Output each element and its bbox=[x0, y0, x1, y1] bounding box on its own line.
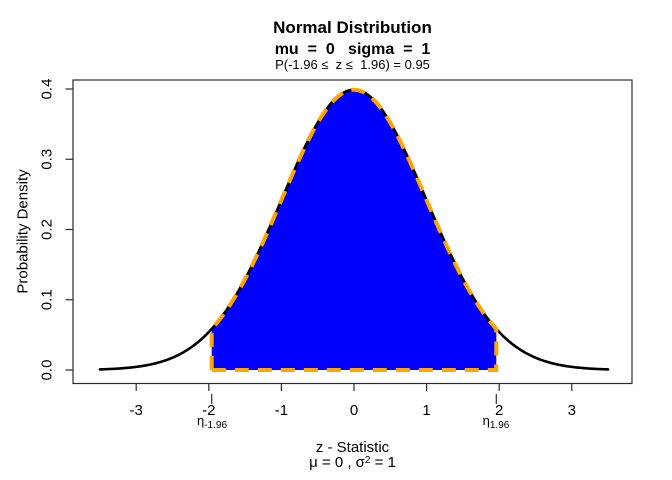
y-tick-label: 0.0 bbox=[39, 360, 56, 381]
y-tick-label: 0.1 bbox=[39, 289, 56, 310]
x-tick-label: 3 bbox=[568, 402, 576, 419]
y-tick-label: 0.2 bbox=[39, 219, 56, 240]
y-axis-title: Probability Density bbox=[14, 169, 32, 294]
eta-symbol: η bbox=[196, 413, 205, 428]
x-axis-subtitle-post: = 1 bbox=[370, 454, 396, 471]
shade-border-group bbox=[209, 87, 499, 372]
sigma-exponent: 2 bbox=[364, 455, 371, 466]
x-tick-label: -1 bbox=[275, 402, 288, 419]
x-axis-title: z - Statistic bbox=[315, 439, 390, 456]
chart-subtitle-parameters: mu = 0 sigma = 1 bbox=[274, 41, 431, 58]
chart-title: Normal Distribution bbox=[273, 18, 432, 37]
eta-label-lower: η-1.96 bbox=[182, 413, 242, 431]
x-tick-label: -3 bbox=[130, 402, 143, 419]
y-tick-label: 0.3 bbox=[39, 149, 56, 170]
x-tick-label: 1 bbox=[422, 402, 430, 419]
x-axis-subtitle: μ = 0 , σ2 = 1 bbox=[33, 454, 672, 471]
x-tick-label: -2 bbox=[202, 402, 215, 419]
x-tick-label: 2 bbox=[495, 402, 503, 419]
eta-symbol: η bbox=[482, 413, 490, 428]
y-tick-label: 0.4 bbox=[39, 79, 56, 100]
eta-subscript: -1.96 bbox=[204, 420, 228, 431]
shade-dashed-border bbox=[209, 87, 499, 372]
shaded-area-group bbox=[211, 89, 497, 371]
probability-annotation: P(-1.96 ≤ z ≤ 1.96) = 0.95 bbox=[275, 57, 430, 72]
x-axis-ticks: -3 -2 -1 0 1 2 3 bbox=[130, 383, 576, 419]
critical-value-ticks bbox=[211, 394, 497, 404]
eta-subscript: 1.96 bbox=[489, 420, 510, 431]
x-axis-subtitle-pre: μ = 0 , σ bbox=[309, 454, 365, 471]
plot-frame bbox=[72, 79, 633, 385]
eta-label-upper: η1.96 bbox=[466, 413, 526, 431]
x-tick-label: 0 bbox=[350, 402, 358, 419]
plot-box-group bbox=[72, 79, 633, 385]
shaded-probability-area bbox=[211, 89, 497, 371]
y-axis-ticks: 0.0 0.1 0.2 0.3 0.4 bbox=[39, 79, 73, 381]
